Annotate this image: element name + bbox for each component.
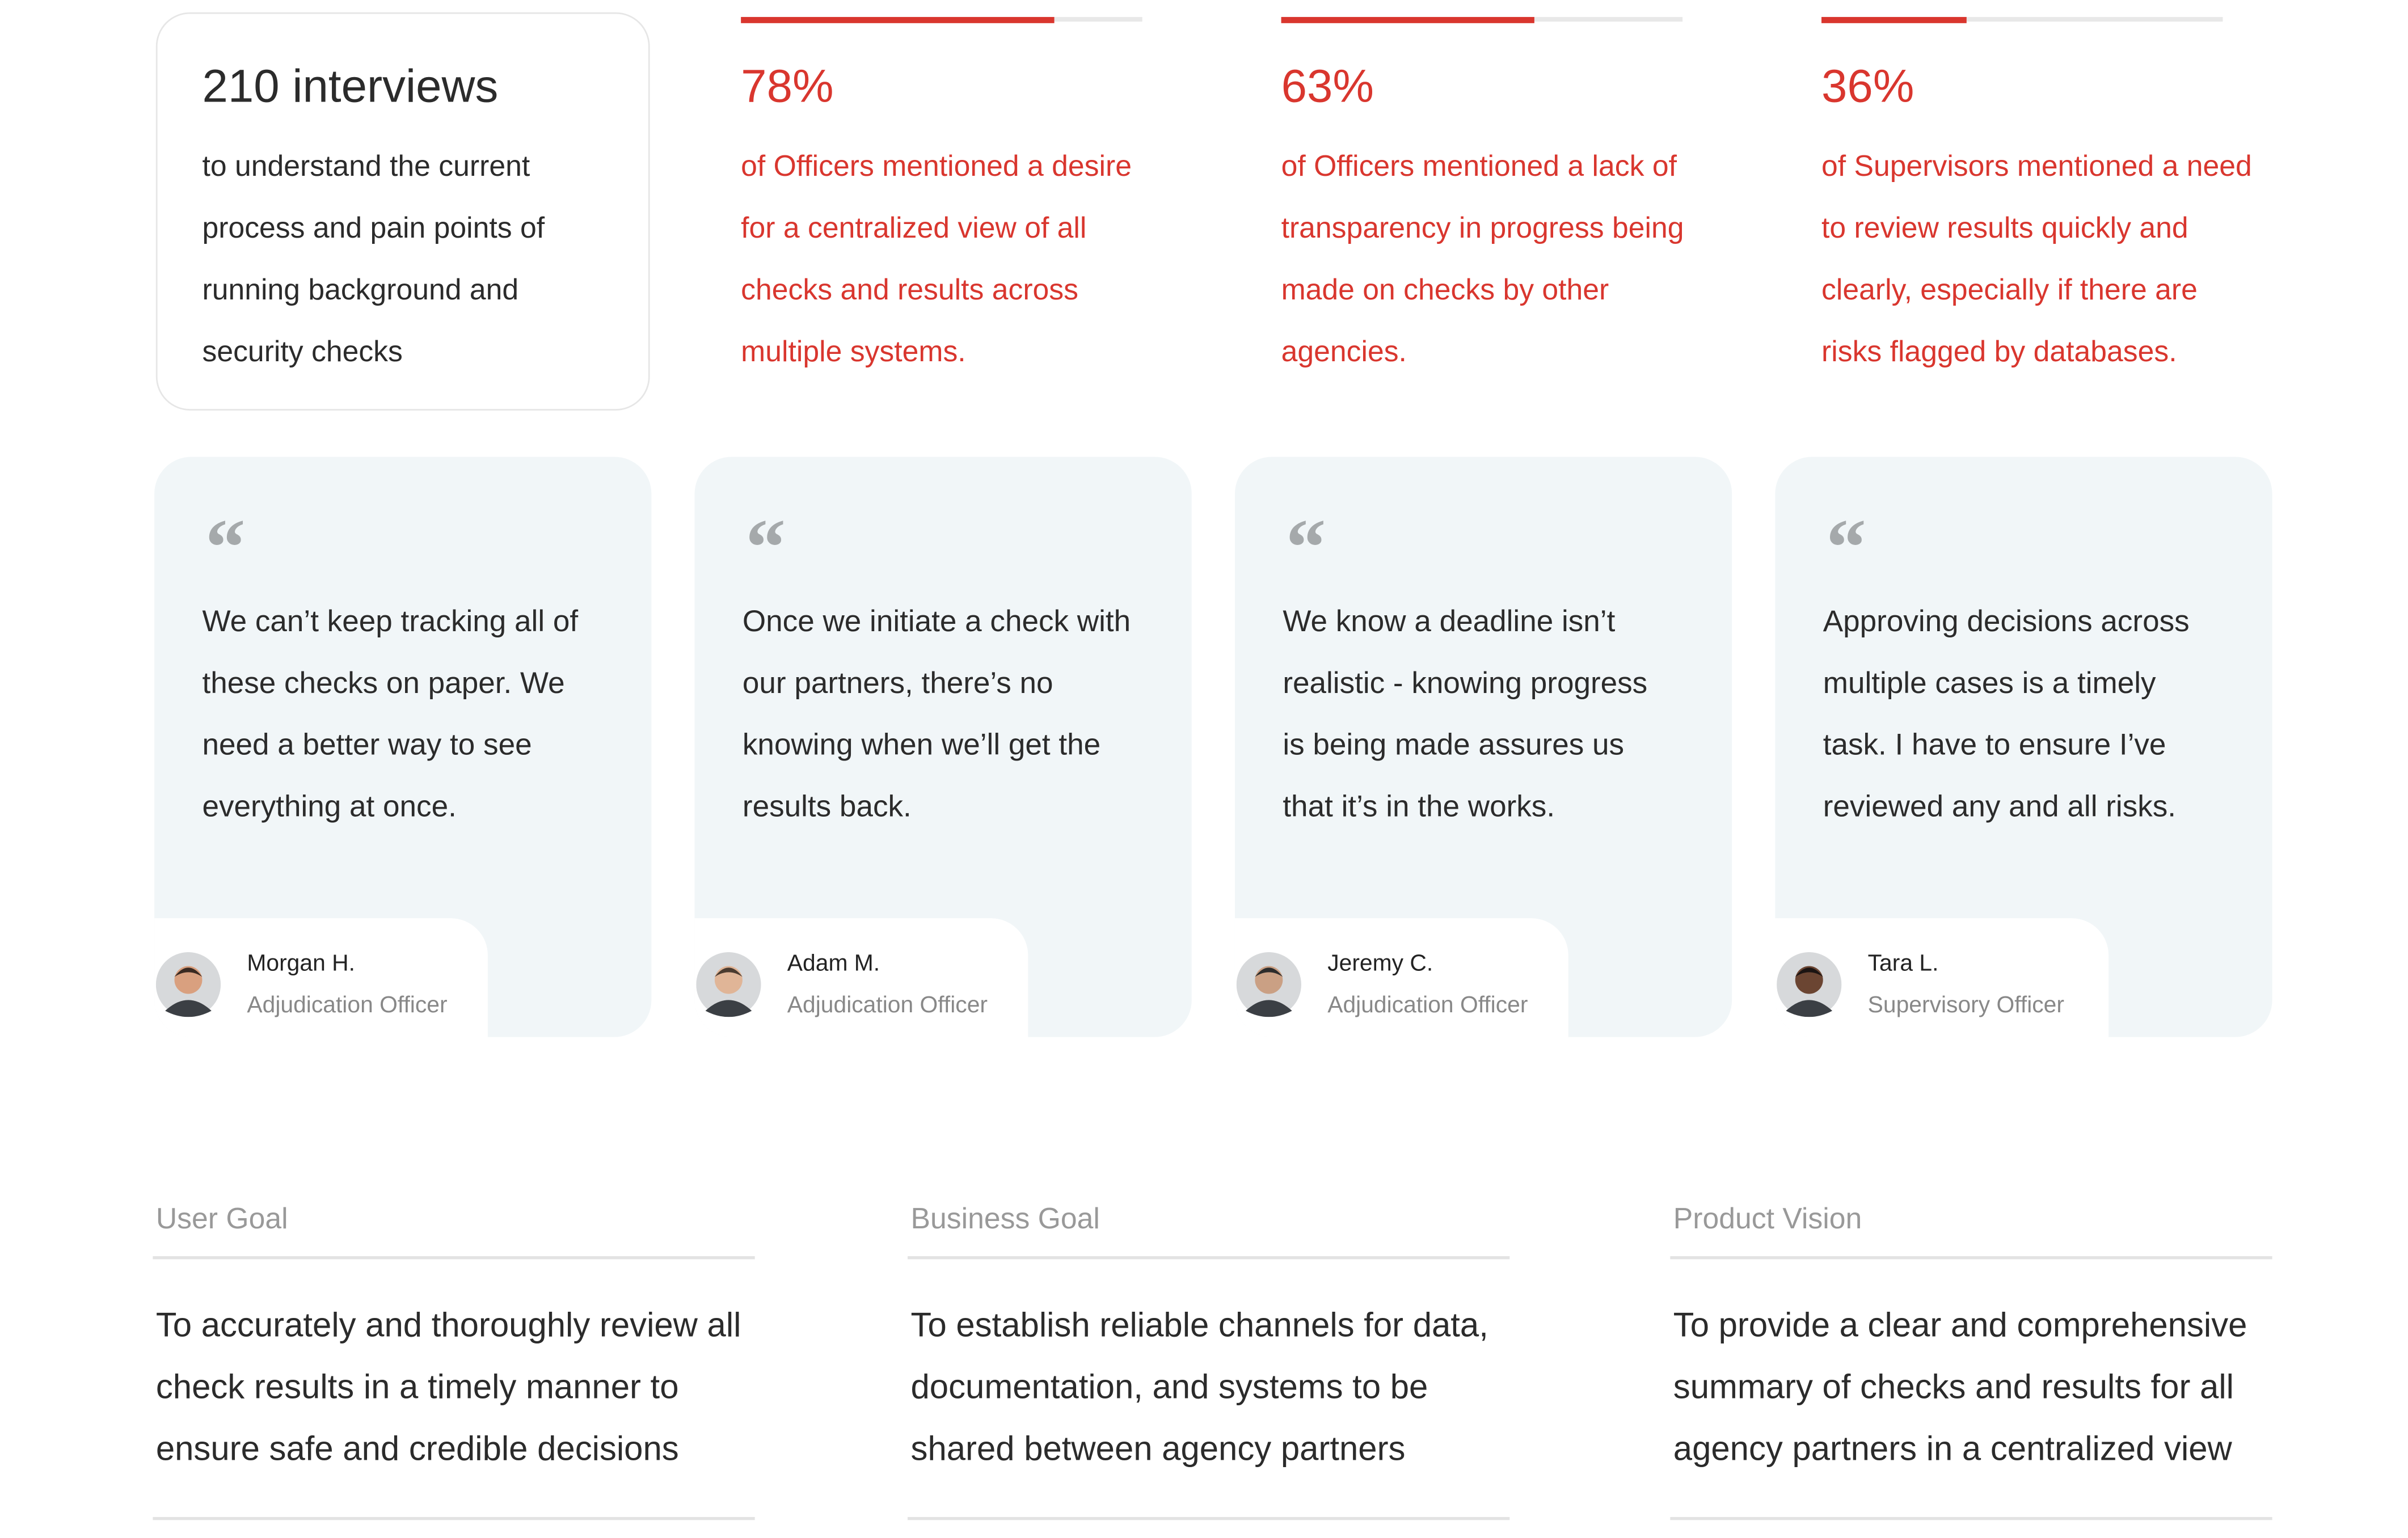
progress-bar bbox=[1281, 16, 1534, 23]
quote-mark: “ bbox=[1826, 504, 1866, 593]
person-role: Adjudication Officer bbox=[787, 992, 988, 1019]
divider bbox=[153, 1256, 755, 1259]
divider bbox=[908, 1516, 1510, 1520]
stat: 36% of Supervisors mentioned a need to re… bbox=[1821, 0, 2269, 402]
stat-percent: 36% bbox=[1821, 61, 1914, 113]
avatar-image bbox=[1236, 952, 1301, 1017]
stat-percent: 78% bbox=[741, 61, 834, 113]
quote-card: “ Once we initiate a check with our partn… bbox=[694, 457, 1192, 1037]
avatar-image bbox=[155, 952, 221, 1017]
person-name: Morgan H. bbox=[247, 950, 355, 977]
quote-card: “ We know a deadline isn’t realistic - kn… bbox=[1234, 457, 1732, 1037]
divider bbox=[908, 1256, 1510, 1259]
progress-track bbox=[1821, 16, 2223, 23]
person-name: Jeremy C. bbox=[1327, 950, 1433, 977]
goal-title: Product Vision bbox=[1673, 1203, 1862, 1236]
headline: 210 interviews bbox=[202, 61, 499, 113]
quote-card: “ Approving decisions across multiple cas… bbox=[1775, 457, 2272, 1037]
person-name: Adam M. bbox=[787, 950, 880, 977]
goal-text: To establish reliable channels for data,… bbox=[910, 1305, 1488, 1468]
progress-bar bbox=[1821, 16, 1966, 23]
person-role: Adjudication Officer bbox=[247, 992, 448, 1019]
avatar bbox=[696, 952, 761, 1025]
quote-mark: “ bbox=[1285, 504, 1326, 593]
person-role: Adjudication Officer bbox=[1327, 992, 1528, 1019]
progress-track bbox=[741, 16, 1142, 23]
avatar-image bbox=[1777, 952, 1842, 1017]
quote-card: “ We can’t keep tracking all of these che… bbox=[154, 457, 652, 1037]
goal-title: User Goal bbox=[155, 1203, 288, 1236]
divider bbox=[1670, 1256, 2272, 1259]
stat-text: of Supervisors mentioned a need to revie… bbox=[1821, 151, 2252, 369]
stat-percent: 63% bbox=[1281, 61, 1374, 113]
avatar-image bbox=[696, 952, 761, 1017]
quote-mark: “ bbox=[745, 504, 786, 593]
divider bbox=[153, 1516, 755, 1520]
summary-text: to understand the current process and pa… bbox=[202, 151, 545, 369]
stat: 63% of Officers mentioned a lack of trans… bbox=[1281, 0, 1729, 402]
goal-title: Business Goal bbox=[910, 1203, 1100, 1236]
avatar bbox=[155, 952, 221, 1025]
quote-text: We know a deadline isn’t realistic - kno… bbox=[1283, 605, 1648, 825]
stat: 78% of Officers mentioned a desire for a … bbox=[741, 0, 1188, 402]
progress-bar bbox=[741, 16, 1055, 23]
person-name: Tara L. bbox=[1867, 950, 1939, 977]
divider bbox=[1670, 1516, 2272, 1520]
quote-mark: “ bbox=[205, 504, 246, 593]
progress-track bbox=[1281, 16, 1683, 23]
stat-text: of Officers mentioned a desire for a cen… bbox=[741, 151, 1132, 369]
goal-text: To accurately and thoroughly review all … bbox=[155, 1305, 741, 1468]
summary-card: 210 interviews to understand the current… bbox=[155, 12, 650, 411]
person-role: Supervisory Officer bbox=[1867, 992, 2064, 1019]
goal-text: To provide a clear and comprehensive sum… bbox=[1673, 1305, 2247, 1468]
quote-text: Once we initiate a check with our partne… bbox=[742, 605, 1131, 825]
avatar bbox=[1236, 952, 1301, 1025]
quote-text: Approving decisions across multiple case… bbox=[1823, 605, 2190, 825]
stat-text: of Officers mentioned a lack of transpar… bbox=[1281, 151, 1684, 369]
quote-text: We can’t keep tracking all of these chec… bbox=[202, 605, 579, 825]
avatar bbox=[1777, 952, 1842, 1025]
